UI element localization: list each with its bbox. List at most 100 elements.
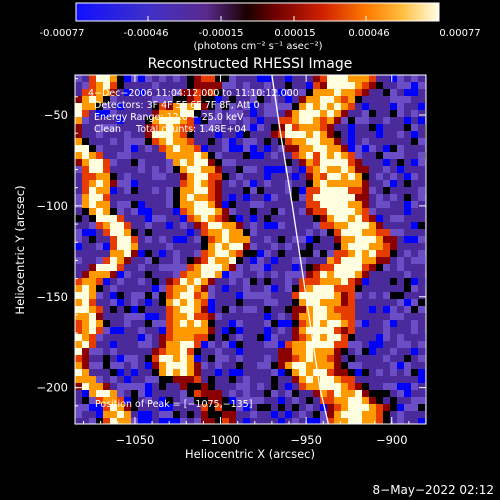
heatmap-cell bbox=[306, 236, 314, 244]
heatmap-cell bbox=[313, 103, 321, 111]
heatmap-cell bbox=[222, 201, 230, 209]
heatmap-cell bbox=[152, 320, 160, 328]
heatmap-cell bbox=[271, 383, 279, 391]
heatmap-cell bbox=[159, 299, 167, 307]
heatmap-cell bbox=[362, 166, 370, 174]
heatmap-cell bbox=[208, 292, 216, 300]
heatmap-cell bbox=[341, 89, 349, 97]
heatmap-cell bbox=[327, 75, 335, 83]
heatmap-cell bbox=[313, 348, 321, 356]
heatmap-cell bbox=[320, 369, 328, 377]
heatmap-cell bbox=[145, 89, 153, 97]
heatmap-cell bbox=[110, 341, 118, 349]
heatmap-cell bbox=[110, 334, 118, 342]
heatmap-cell bbox=[75, 75, 83, 83]
heatmap-cell bbox=[264, 103, 272, 111]
heatmap-cell bbox=[124, 257, 132, 265]
heatmap-cell bbox=[222, 117, 230, 125]
heatmap-cell bbox=[299, 418, 307, 424]
heatmap-cell bbox=[229, 243, 237, 251]
heatmap-cell bbox=[376, 376, 384, 384]
heatmap-cell bbox=[376, 89, 384, 97]
heatmap-cell bbox=[299, 159, 307, 167]
heatmap-cell bbox=[103, 194, 111, 202]
heatmap-cell bbox=[397, 334, 405, 342]
heatmap-cell bbox=[355, 369, 363, 377]
heatmap-cell bbox=[264, 418, 272, 424]
heatmap-cell bbox=[334, 173, 342, 181]
heatmap-cell bbox=[250, 110, 258, 118]
heatmap-cell bbox=[103, 250, 111, 258]
heatmap-cell bbox=[271, 138, 279, 146]
heatmap-cell bbox=[292, 313, 300, 321]
heatmap-cell bbox=[404, 362, 412, 370]
heatmap-cell bbox=[390, 159, 398, 167]
heatmap-cell bbox=[229, 110, 237, 118]
heatmap-cell bbox=[383, 152, 391, 160]
heatmap-cell bbox=[103, 257, 111, 265]
heatmap-cell bbox=[271, 131, 279, 139]
heatmap-cell bbox=[138, 418, 146, 424]
heatmap-cell bbox=[131, 138, 139, 146]
heatmap-cell bbox=[166, 117, 174, 125]
heatmap-cell bbox=[285, 208, 293, 216]
heatmap-cell bbox=[201, 194, 209, 202]
heatmap-cell bbox=[117, 390, 125, 398]
heatmap-cell bbox=[376, 397, 384, 405]
heatmap-cell bbox=[215, 306, 223, 314]
heatmap-cell bbox=[411, 285, 419, 293]
heatmap-cell bbox=[404, 334, 412, 342]
info-line-time: 4−Dec−2006 11:04:12.000 to 11:10:12.000 bbox=[88, 88, 299, 99]
heatmap-cell bbox=[397, 96, 405, 104]
heatmap-cell bbox=[418, 131, 426, 139]
heatmap-cell bbox=[131, 348, 139, 356]
heatmap-cell bbox=[341, 341, 349, 349]
heatmap-cell bbox=[341, 376, 349, 384]
heatmap-cell bbox=[411, 313, 419, 321]
heatmap-cell bbox=[264, 131, 272, 139]
heatmap-cell bbox=[369, 418, 377, 424]
heatmap-cell bbox=[320, 180, 328, 188]
heatmap-cell bbox=[166, 383, 174, 391]
heatmap-cell bbox=[376, 299, 384, 307]
heatmap-cell bbox=[145, 278, 153, 286]
heatmap-cell bbox=[243, 222, 251, 230]
heatmap-cell bbox=[208, 341, 216, 349]
heatmap-cell bbox=[383, 110, 391, 118]
heatmap-cell bbox=[124, 166, 132, 174]
heatmap-cell bbox=[257, 278, 265, 286]
heatmap-cell bbox=[75, 334, 83, 342]
heatmap-cell bbox=[229, 152, 237, 160]
heatmap-cell bbox=[229, 138, 237, 146]
heatmap-cell bbox=[117, 264, 125, 272]
heatmap-cell bbox=[166, 264, 174, 272]
heatmap-cell bbox=[278, 124, 286, 132]
heatmap-cell bbox=[110, 152, 118, 160]
heatmap-cell bbox=[376, 166, 384, 174]
heatmap-cell bbox=[124, 390, 132, 398]
heatmap-cell bbox=[355, 390, 363, 398]
heatmap-cell bbox=[327, 229, 335, 237]
heatmap-cell bbox=[362, 75, 370, 83]
heatmap-cell bbox=[271, 103, 279, 111]
heatmap-cell bbox=[187, 271, 195, 279]
heatmap-cell bbox=[243, 173, 251, 181]
heatmap-cell bbox=[278, 320, 286, 328]
heatmap-cell bbox=[348, 243, 356, 251]
heatmap-cell bbox=[348, 369, 356, 377]
colorbar-tick-label: 0.00077 bbox=[439, 28, 480, 39]
heatmap-cell bbox=[243, 348, 251, 356]
heatmap-cell bbox=[110, 278, 118, 286]
heatmap-cell bbox=[110, 222, 118, 230]
heatmap-cell bbox=[250, 257, 258, 265]
heatmap-cell bbox=[229, 334, 237, 342]
heatmap-cell bbox=[117, 411, 125, 419]
heatmap-cell bbox=[103, 292, 111, 300]
heatmap-cell bbox=[313, 299, 321, 307]
heatmap-cell bbox=[250, 222, 258, 230]
heatmap-cell bbox=[250, 96, 258, 104]
heatmap-cell bbox=[138, 348, 146, 356]
heatmap-cell bbox=[222, 348, 230, 356]
heatmap-cell bbox=[173, 390, 181, 398]
heatmap-cell bbox=[397, 369, 405, 377]
